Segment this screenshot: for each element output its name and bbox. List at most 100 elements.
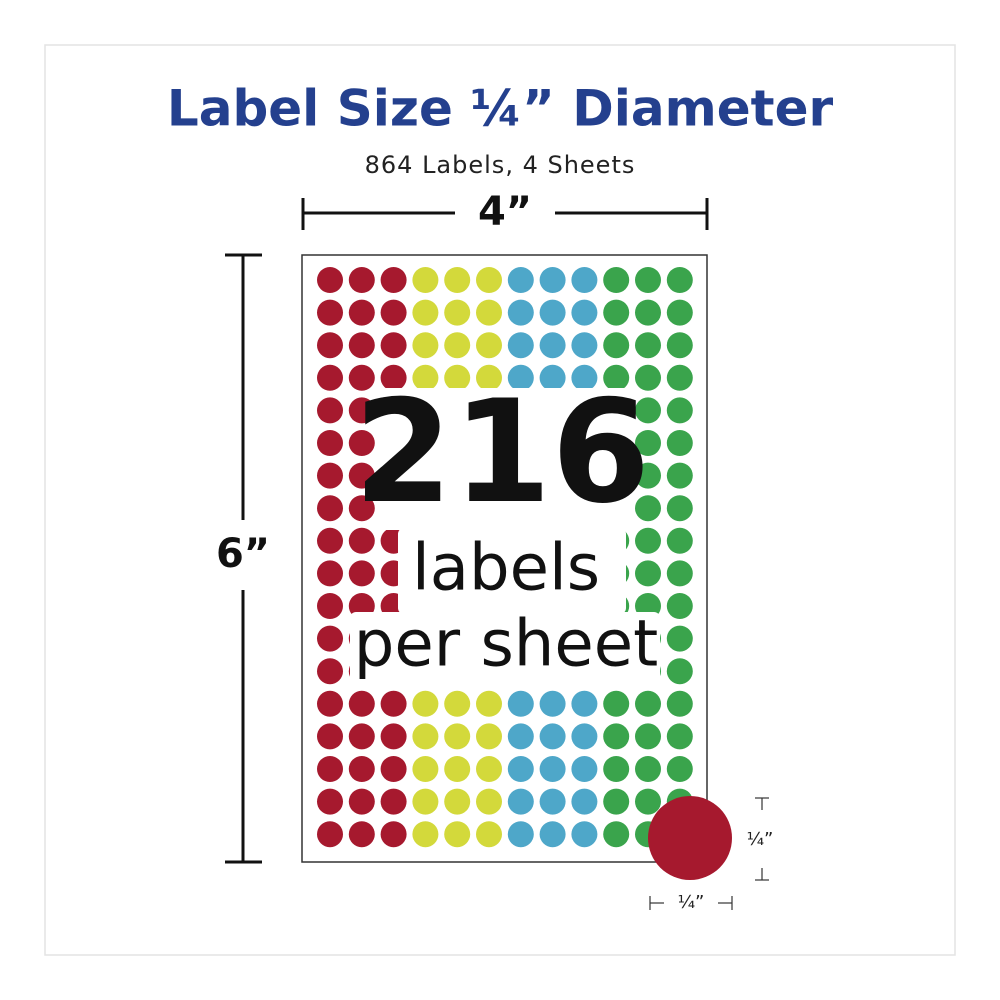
label-dot — [666, 593, 693, 619]
badge-line2: per sheet — [354, 608, 658, 682]
label-dot — [635, 462, 661, 489]
label-dot — [476, 821, 502, 848]
label-dot — [603, 364, 630, 391]
label-dot — [666, 364, 693, 391]
label-dot — [507, 821, 534, 848]
label-dot — [635, 723, 661, 750]
label-dot — [348, 690, 375, 717]
label-dot — [348, 723, 375, 750]
label-dot — [476, 788, 502, 815]
label-dot — [317, 690, 343, 717]
label-dot — [317, 821, 343, 848]
label-dot — [635, 299, 661, 326]
label-dot — [412, 756, 439, 782]
label-dot — [603, 723, 630, 750]
label-dot — [380, 299, 407, 326]
label-dot — [507, 364, 534, 391]
label-dot — [666, 299, 693, 326]
label-dot — [476, 299, 502, 326]
label-dot — [317, 527, 343, 554]
label-dot — [539, 364, 566, 391]
label-dot — [666, 397, 693, 424]
label-dot — [539, 788, 566, 815]
label-dot — [412, 788, 439, 815]
badge-count: 216 — [354, 370, 650, 535]
label-dot — [348, 756, 375, 782]
label-dot — [539, 332, 566, 359]
sample-height-label: ¼” — [747, 829, 774, 850]
label-dot — [635, 788, 661, 815]
label-dot — [666, 625, 693, 652]
label-dot — [348, 560, 375, 587]
width-label: 4” — [478, 189, 532, 235]
label-dot — [317, 267, 343, 293]
label-dot — [666, 495, 693, 522]
label-dot — [603, 690, 630, 717]
label-dot — [380, 788, 407, 815]
label-dot — [666, 690, 693, 717]
label-dot — [571, 299, 598, 326]
label-dot — [507, 723, 534, 750]
label-dot — [380, 723, 407, 750]
label-dot — [317, 658, 343, 685]
label-dot — [666, 430, 693, 456]
label-dot — [348, 527, 375, 554]
label-dot — [476, 690, 502, 717]
label-dot — [635, 527, 661, 554]
label-dot — [635, 690, 661, 717]
label-dot — [666, 560, 693, 587]
label-dot — [348, 267, 375, 293]
label-dot — [539, 267, 566, 293]
label-dot — [507, 788, 534, 815]
label-dot — [412, 267, 439, 293]
label-dot — [476, 756, 502, 782]
label-dot — [571, 690, 598, 717]
label-dot — [539, 756, 566, 782]
label-dot — [444, 756, 471, 782]
label-dot — [571, 756, 598, 782]
label-dot — [507, 299, 534, 326]
label-dot — [348, 397, 375, 424]
label-dot — [476, 723, 502, 750]
label-dot — [444, 788, 471, 815]
label-dot — [571, 267, 598, 293]
label-dot — [444, 332, 471, 359]
label-dot — [666, 332, 693, 359]
height-marker — [225, 253, 262, 864]
label-dot — [317, 788, 343, 815]
label-dot — [539, 690, 566, 717]
label-dot — [317, 299, 343, 326]
label-dot — [412, 723, 439, 750]
subtitle: 864 Labels, 4 Sheets — [365, 151, 636, 179]
label-dot — [317, 756, 343, 782]
label-dot — [635, 560, 661, 587]
label-dot — [507, 756, 534, 782]
label-dot — [348, 821, 375, 848]
label-dot — [412, 332, 439, 359]
label-dot — [635, 495, 661, 522]
label-dot — [317, 462, 343, 489]
label-dot — [380, 267, 407, 293]
sample-dot — [648, 796, 732, 880]
label-dot — [539, 723, 566, 750]
title: Label Size ¼” Diameter — [167, 80, 834, 138]
label-dot — [666, 462, 693, 489]
label-dot — [476, 332, 502, 359]
label-dot — [348, 462, 375, 489]
label-dot — [635, 430, 661, 456]
height-label: 6” — [216, 531, 270, 577]
label-dot — [348, 788, 375, 815]
label-dot — [571, 723, 598, 750]
label-dot — [444, 299, 471, 326]
label-dot — [444, 267, 471, 293]
label-dot — [571, 788, 598, 815]
label-dot — [380, 364, 407, 391]
label-dot — [444, 364, 471, 391]
label-dot — [666, 756, 693, 782]
label-dot — [603, 756, 630, 782]
label-dot — [571, 332, 598, 359]
label-dot — [476, 364, 502, 391]
label-dot — [317, 332, 343, 359]
label-dot — [317, 364, 343, 391]
label-dot — [412, 364, 439, 391]
